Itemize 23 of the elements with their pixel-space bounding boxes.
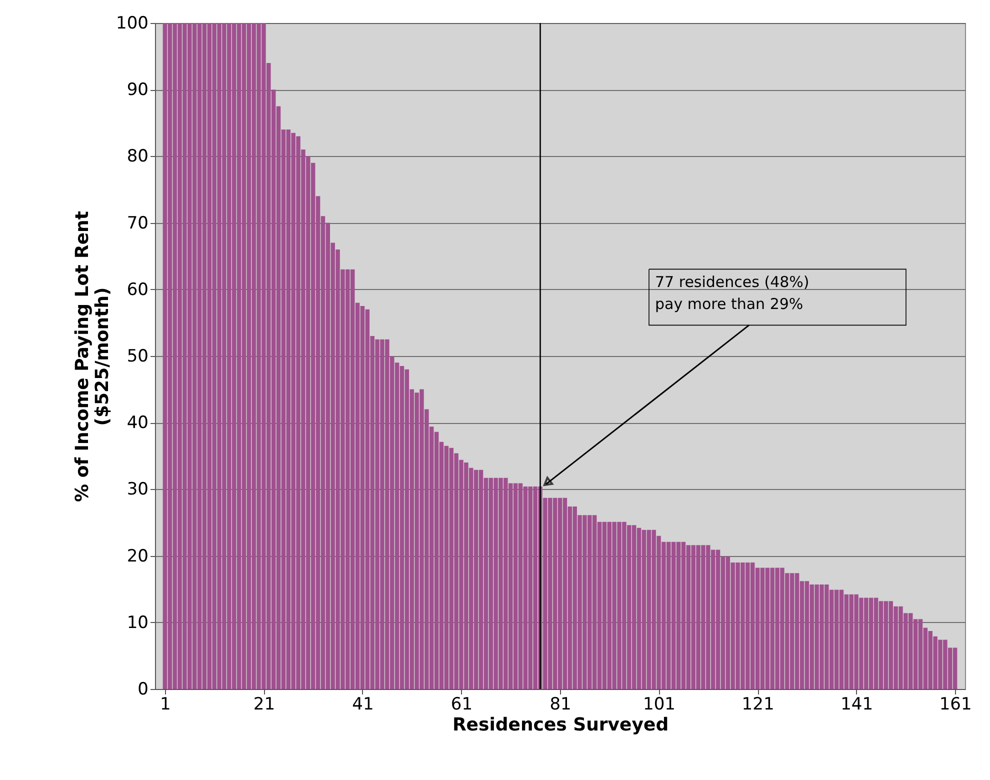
x-tick-label: 101	[643, 694, 676, 714]
y-tick-label: 70	[126, 213, 148, 234]
y-tick-label: 0	[138, 680, 148, 700]
x-tick-label: 21	[253, 694, 276, 714]
x-tick-label: 141	[840, 694, 874, 714]
y-tick-label: 10	[126, 612, 148, 633]
x-tick-label: 81	[550, 694, 572, 714]
x-tick-label: 161	[939, 694, 972, 714]
y-tick-label: 30	[126, 480, 148, 500]
x-tick-label: 61	[450, 694, 473, 714]
y-tick-label: 100	[116, 14, 148, 34]
y-tick-label: 80	[126, 146, 148, 167]
x-tick-label: 41	[352, 694, 374, 714]
y-axis-title: % of Income Paying Lot Rent ($525/month)	[72, 210, 114, 502]
x-tick-label: 121	[742, 694, 774, 714]
y-tick-label: 90	[126, 80, 148, 100]
x-tick-label: 1	[160, 694, 171, 714]
y-tick-label: 40	[126, 413, 148, 434]
y-tick-label: 20	[126, 546, 148, 566]
annotation: 77 residences (48%) pay more than 29%	[655, 273, 810, 314]
y-tick-label: 50	[126, 346, 148, 366]
y-tick-label: 60	[126, 280, 148, 300]
x-axis-title: Residences Surveyed	[452, 714, 669, 736]
